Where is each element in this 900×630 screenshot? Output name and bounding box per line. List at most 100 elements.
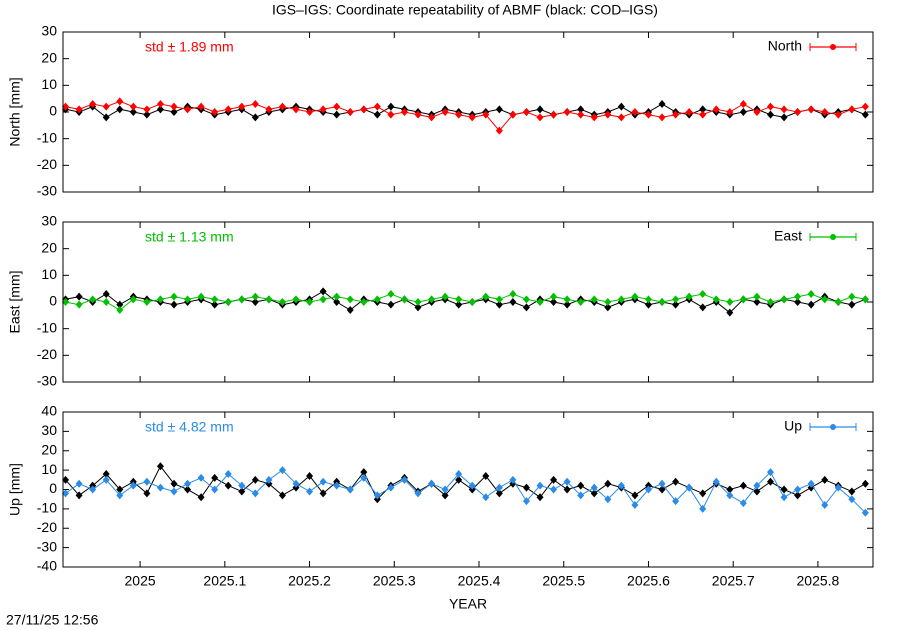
data-point — [346, 295, 354, 304]
data-point — [780, 113, 788, 122]
data-point — [441, 292, 449, 301]
data-point — [577, 481, 585, 490]
data-point — [143, 105, 151, 114]
data-point — [455, 295, 463, 304]
y-axis-label: Up [mm] — [7, 463, 23, 516]
legend-marker — [830, 424, 836, 430]
data-point — [319, 295, 327, 304]
data-point — [739, 481, 747, 490]
data-point — [807, 300, 815, 309]
data-point — [170, 300, 178, 309]
plot-frame — [62, 31, 874, 193]
data-point — [577, 298, 585, 306]
data-point — [766, 298, 774, 306]
data-point — [197, 102, 205, 111]
data-point — [129, 295, 137, 304]
data-point — [400, 295, 408, 304]
data-point — [861, 110, 869, 119]
data-point — [821, 501, 829, 509]
data-point — [238, 102, 246, 111]
data-point — [739, 100, 747, 108]
data-point — [794, 108, 802, 116]
data-point — [848, 487, 856, 496]
data-point — [170, 292, 178, 301]
legend-label: East — [774, 228, 802, 244]
data-point — [468, 298, 476, 306]
data-point — [522, 483, 530, 492]
y-tick-label: -30 — [37, 373, 57, 389]
data-point — [170, 108, 178, 116]
data-point — [265, 475, 273, 484]
data-point — [672, 477, 680, 486]
data-point — [184, 485, 192, 494]
data-point — [522, 295, 530, 304]
data-point — [644, 295, 652, 304]
data-point — [211, 473, 219, 482]
data-point — [129, 102, 137, 111]
data-point — [550, 110, 558, 119]
data-point — [129, 108, 137, 116]
data-point — [224, 105, 232, 114]
data-point — [631, 501, 639, 509]
data-point — [794, 491, 802, 500]
data-point — [604, 479, 612, 488]
data-point — [685, 483, 693, 492]
data-point — [414, 489, 422, 498]
data-point — [726, 298, 734, 306]
x-tick-label: 2025.6 — [627, 573, 670, 589]
data-point — [75, 105, 83, 114]
data-point — [536, 493, 544, 502]
x-tick-label: 2025.3 — [373, 573, 416, 589]
y-axis-label: North [mm] — [7, 77, 23, 146]
data-point — [766, 468, 774, 477]
y-tick-label: -20 — [37, 156, 57, 172]
data-point — [346, 485, 354, 494]
data-point — [699, 110, 707, 119]
annotation: std ± 1.13 mm — [145, 229, 234, 245]
y-tick-label: -40 — [37, 558, 57, 574]
x-tick-label: 2025.5 — [542, 573, 585, 589]
data-point — [441, 491, 449, 500]
data-point — [156, 483, 164, 492]
data-point — [590, 113, 598, 122]
data-point — [414, 298, 422, 306]
data-point — [672, 110, 680, 119]
data-point — [156, 100, 164, 108]
data-point — [563, 477, 571, 486]
legend-marker — [830, 44, 836, 50]
data-point — [251, 489, 259, 498]
data-point — [644, 485, 652, 494]
data-point — [184, 479, 192, 488]
data-point — [780, 105, 788, 114]
data-point — [550, 475, 558, 484]
data-point — [62, 298, 70, 306]
data-point — [699, 290, 707, 298]
chart-title: IGS–IGS: Coordinate repeatability of ABM… — [272, 2, 658, 18]
data-point — [156, 105, 164, 114]
x-tick-label: 2025.4 — [458, 573, 501, 589]
data-point — [102, 113, 110, 122]
y-axis-label: East [mm] — [7, 270, 23, 333]
data-point — [766, 102, 774, 111]
data-point — [333, 110, 341, 119]
data-point — [170, 479, 178, 488]
data-point — [672, 295, 680, 304]
data-point — [129, 481, 137, 490]
data-point — [224, 298, 232, 306]
data-point — [495, 483, 503, 492]
data-point — [143, 489, 151, 498]
data-point — [414, 303, 422, 312]
data-point — [292, 105, 300, 114]
timestamp: 27/11/25 12:56 — [6, 612, 99, 628]
data-point — [441, 485, 449, 494]
plot-frame — [62, 221, 874, 383]
data-point — [848, 495, 856, 504]
data-point — [672, 300, 680, 309]
data-point — [726, 308, 734, 317]
data-point — [143, 477, 151, 486]
data-point — [143, 298, 151, 306]
data-point — [821, 295, 829, 304]
data-point — [455, 110, 463, 119]
data-point — [604, 110, 612, 119]
